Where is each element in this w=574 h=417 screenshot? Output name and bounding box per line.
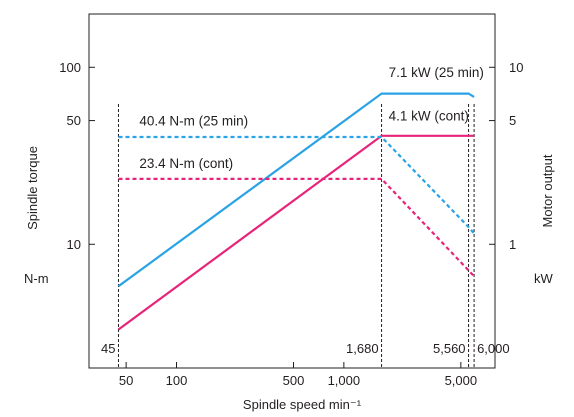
speed-marker-label-0: 45	[101, 341, 115, 356]
x-tick-label-3: 1,000	[328, 373, 361, 388]
chart-marks	[117, 92, 475, 368]
power-curve-1	[117, 134, 475, 331]
plot-frame	[88, 13, 496, 369]
annotation-3: 4.1 kW (cont)	[389, 109, 469, 124]
y2-axis-title: Motor output	[540, 154, 555, 227]
x-axis-title: Spindle speed min⁻¹	[243, 397, 362, 412]
power-curve-0	[117, 92, 475, 288]
torque-curve-3	[118, 177, 475, 277]
speed-marker-label-1: 1,680	[346, 341, 379, 356]
y-tick-label-1: 50	[67, 113, 81, 128]
annotation-1: 23.4 N-m (cont)	[139, 156, 233, 171]
y2-tick-label-2: 1	[509, 237, 516, 252]
axis-ticks	[89, 66, 495, 368]
x-tick-label-2: 500	[283, 373, 305, 388]
y-axis-unit: N-m	[24, 271, 49, 286]
y2-axis-unit: kW	[534, 271, 554, 286]
y-tick-label-2: 10	[67, 237, 81, 252]
y-tick-label-0: 100	[59, 60, 81, 75]
x-tick-label-0: 50	[119, 373, 133, 388]
annotation-2: 7.1 kW (25 min)	[389, 65, 484, 80]
x-tick-label-1: 100	[166, 373, 188, 388]
torque-curve-2	[118, 135, 475, 235]
speed-marker-label-3: 6,000	[477, 341, 510, 356]
axis-titles: Spindle speed min⁻¹ Spindle torque N-m M…	[24, 146, 555, 412]
x-tick-label-4: 5,000	[445, 373, 478, 388]
y2-tick-label-1: 5	[509, 113, 516, 128]
y-axis-title: Spindle torque	[25, 146, 40, 230]
annotation-0: 40.4 N-m (25 min)	[139, 113, 248, 128]
speed-marker-label-2: 5,560	[433, 341, 466, 356]
chart-text: 100 50 10 10 5 1 50 100 500 1,000 5,000 45 1,680 5,56…	[59, 60, 523, 388]
y2-tick-label-0: 10	[509, 60, 523, 75]
